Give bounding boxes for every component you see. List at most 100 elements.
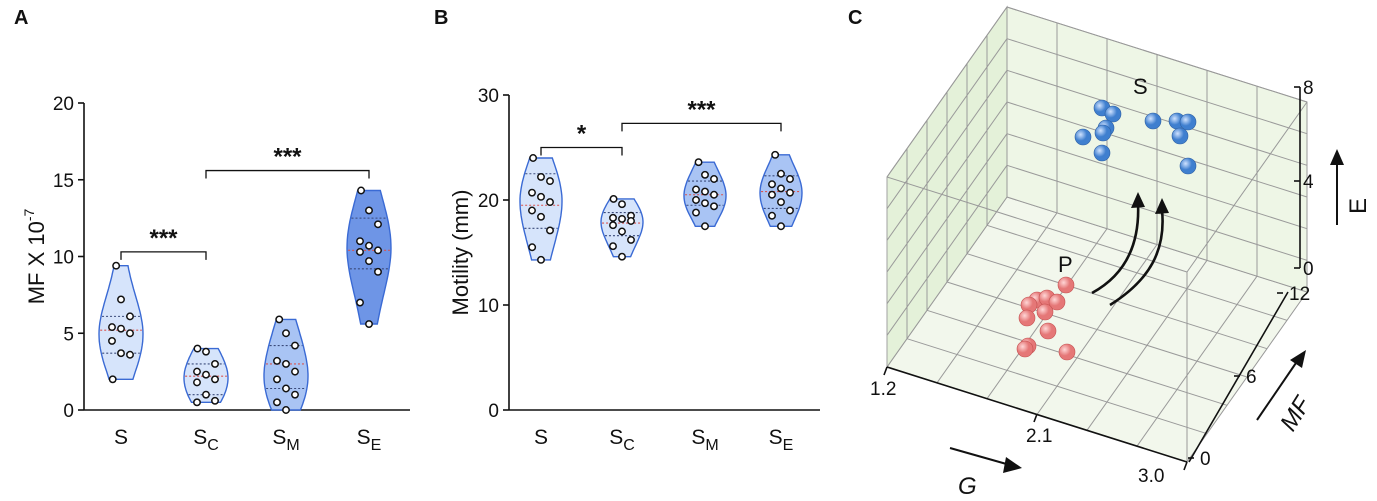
data-point — [365, 206, 373, 215]
data-point — [529, 154, 538, 162]
data-point — [528, 243, 537, 252]
data-point — [627, 217, 635, 225]
group-label-s: S — [1133, 74, 1148, 99]
violin-shape — [98, 265, 144, 380]
data-point — [546, 177, 554, 186]
g-axis-arrow — [949, 447, 1011, 466]
data-point — [211, 360, 219, 368]
x-category-label: S — [114, 426, 128, 449]
panel-letter-c: C — [848, 7, 862, 29]
data-point — [356, 298, 364, 307]
chart-panel-c: P S 0 4 8 E 0 6 12 MF 1.2 2.1 3.0 G — [870, 5, 1372, 500]
data-point — [112, 261, 121, 270]
significance-bracket — [120, 251, 207, 260]
data-point — [202, 370, 210, 379]
data-point — [126, 350, 134, 359]
data-point — [528, 188, 536, 197]
sphere-s — [1094, 124, 1112, 142]
data-point — [275, 315, 284, 324]
data-point — [618, 200, 626, 209]
y-tick-label: 10 — [53, 248, 74, 269]
sphere-p — [1039, 322, 1057, 340]
x-category-subscript: E — [783, 437, 794, 454]
data-point — [365, 257, 373, 266]
x-category-label: SM — [272, 426, 299, 454]
data-point — [768, 190, 776, 199]
mf-axis-tick-label: 12 — [1289, 284, 1310, 305]
sphere-p — [1036, 303, 1054, 321]
data-point — [537, 212, 545, 221]
x-category-subscript: M — [286, 437, 299, 454]
data-point — [193, 344, 202, 353]
x-category-subscript: C — [207, 437, 219, 454]
data-point — [273, 375, 281, 384]
data-point — [618, 214, 626, 223]
sphere-p — [1048, 293, 1066, 311]
data-point — [211, 396, 219, 405]
data-point — [609, 213, 617, 222]
sphere-p — [1018, 309, 1036, 327]
data-point — [117, 324, 125, 333]
data-point — [126, 329, 134, 338]
x-category-label: SE — [357, 426, 382, 454]
data-point — [694, 158, 703, 167]
significance-label: *** — [149, 225, 178, 252]
x-category-subscript: E — [371, 437, 382, 454]
data-point — [202, 347, 210, 356]
data-point — [356, 247, 364, 256]
e-axis-tick-label: 0 — [1303, 259, 1314, 280]
data-point — [777, 169, 785, 178]
x-category-label: S — [534, 426, 548, 449]
y-tick-label: 5 — [63, 324, 74, 345]
data-point — [291, 341, 299, 350]
data-point — [618, 227, 626, 236]
data-point — [710, 190, 718, 199]
data-point — [126, 312, 134, 321]
sphere-s — [1179, 157, 1197, 175]
y-tick-label: 30 — [478, 86, 499, 107]
data-point — [609, 195, 618, 203]
data-point — [768, 211, 776, 220]
sphere-s — [1074, 128, 1092, 146]
mf-axis-tick-label: 0 — [1200, 449, 1211, 470]
box-edge — [1186, 101, 1308, 273]
data-point — [528, 206, 536, 215]
data-point — [777, 198, 785, 207]
chart-panel-a: 0 5 10 15 20 MF X 10-7 S SC SM SE *** *** — [21, 94, 410, 454]
data-point — [710, 202, 718, 211]
data-point — [537, 172, 545, 181]
data-point — [786, 175, 794, 183]
significance-bracket — [205, 169, 370, 179]
data-point — [291, 390, 299, 399]
g-axis-tick — [1033, 413, 1038, 423]
data-point — [692, 196, 700, 204]
data-point — [365, 320, 373, 328]
x-category-label: SC — [609, 426, 635, 454]
data-point — [701, 222, 709, 231]
y-tick-label: 15 — [53, 171, 74, 192]
data-point — [193, 398, 201, 407]
data-point — [282, 329, 290, 338]
data-point — [701, 199, 709, 208]
g-axis-tick — [883, 366, 888, 376]
e-axis-tick-label: 4 — [1303, 172, 1314, 193]
mf-axis-tick-label: 6 — [1246, 367, 1257, 388]
data-point — [291, 367, 299, 376]
data-point — [768, 180, 776, 189]
x-category-subscript: C — [623, 437, 635, 454]
data-point — [692, 185, 700, 194]
x-category-label: SC — [193, 426, 219, 454]
transition-arrow — [1091, 202, 1140, 295]
y-axis-label: Motility (mm) — [448, 190, 473, 316]
e-axis-tick-label: 8 — [1303, 78, 1314, 99]
significance-label: *** — [273, 144, 302, 171]
g-axis-arrow-head — [1003, 457, 1022, 473]
y-axis-label-exponent: -7 — [21, 208, 37, 221]
x-category-label: SE — [769, 426, 794, 454]
data-point — [771, 150, 780, 159]
data-point — [193, 378, 201, 387]
mf-axis-arrow — [1256, 359, 1299, 421]
significance-label: * — [577, 121, 587, 148]
